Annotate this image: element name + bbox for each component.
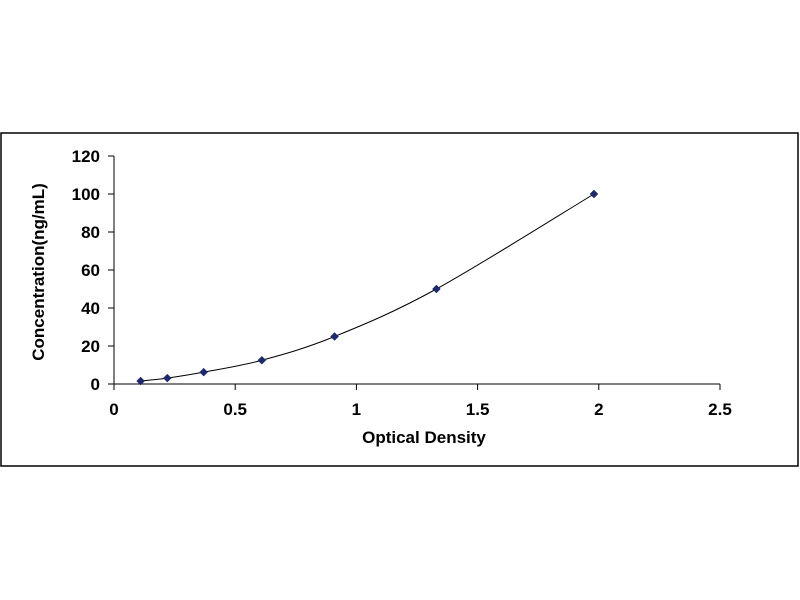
y-tick-label: 80 [81, 223, 100, 242]
x-tick-label: 0 [109, 400, 118, 419]
x-tick-label: 1.5 [466, 400, 490, 419]
data-points [136, 189, 599, 386]
chart-border [0, 132, 799, 467]
x-tick-label: 0.5 [223, 400, 247, 419]
x-axis-title: Optical Density [362, 428, 486, 447]
y-tick-label: 0 [91, 375, 100, 394]
y-tick-label: 60 [81, 261, 100, 280]
data-point [199, 367, 209, 377]
standard-curve-chart: 0 0.5 1 1.5 2 2.5 0 20 40 60 80 100 120 Optical Den… [0, 132, 799, 467]
y-tick-label: 100 [72, 185, 100, 204]
x-axis-ticks: 0 0.5 1 1.5 2 2.5 [109, 384, 732, 419]
y-tick-label: 20 [81, 337, 100, 356]
data-point [162, 373, 172, 383]
data-point [136, 376, 146, 386]
data-point [589, 189, 599, 199]
x-tick-label: 2.5 [708, 400, 732, 419]
y-tick-label: 40 [81, 299, 100, 318]
x-tick-label: 1 [352, 400, 361, 419]
data-point [330, 332, 339, 341]
data-point [257, 355, 267, 365]
data-point [432, 284, 441, 294]
y-axis-ticks: 0 20 40 60 80 100 120 [72, 147, 114, 394]
chart-container: 0 0.5 1 1.5 2 2.5 0 20 40 60 80 100 120 Optical Den… [0, 132, 800, 468]
y-axis-title: Concentration(ng/mL) [29, 183, 48, 361]
y-tick-label: 120 [72, 147, 100, 166]
x-tick-label: 2 [594, 400, 603, 419]
